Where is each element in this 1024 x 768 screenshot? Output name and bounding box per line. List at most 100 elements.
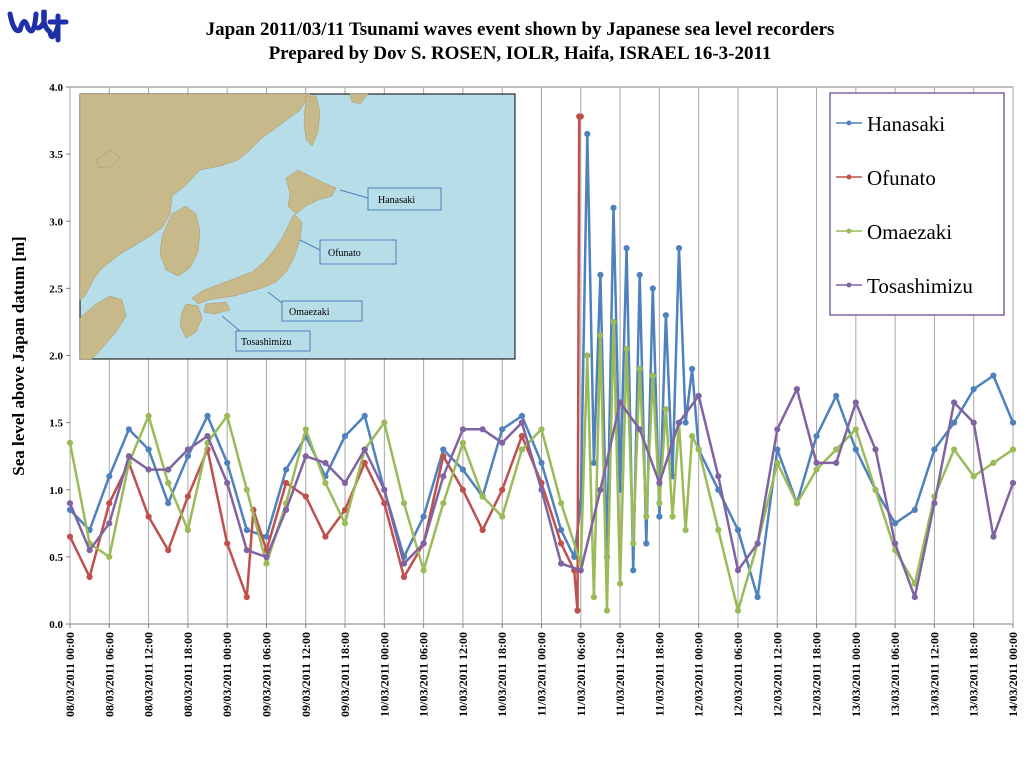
data-point [204, 433, 211, 440]
data-point [872, 446, 879, 453]
data-point [263, 553, 270, 561]
x-tick-label: 13/03/2011 06:00 [888, 632, 902, 717]
data-point [892, 540, 899, 547]
data-point [793, 386, 801, 393]
data-point [440, 500, 447, 507]
data-point [224, 540, 231, 547]
legend-label: Tosashimizu [867, 274, 973, 298]
map-land-korea [159, 205, 201, 277]
x-tick-label: 12/03/2011 18:00 [810, 632, 824, 717]
data-point [106, 500, 113, 507]
data-point [283, 506, 290, 513]
data-point [283, 479, 290, 487]
data-point [499, 486, 506, 493]
x-tick-label: 09/03/2011 06:00 [259, 632, 273, 717]
data-point [518, 446, 526, 453]
data-point [990, 459, 997, 466]
x-axis: 08/03/2011 00:00 08/03/2011 06:00 08/03/20… [63, 624, 1020, 717]
data-point [558, 540, 565, 547]
data-point [675, 245, 683, 252]
data-point [734, 607, 742, 614]
data-point [341, 479, 349, 487]
data-point [1009, 479, 1017, 487]
data-point [734, 567, 742, 574]
data-point [656, 513, 663, 520]
data-point [833, 392, 840, 399]
data-point [813, 433, 820, 440]
data-point [145, 513, 152, 520]
x-tick-label: 08/03/2011 06:00 [102, 632, 116, 717]
data-point [322, 533, 329, 540]
data-point [165, 479, 172, 487]
data-point [662, 312, 670, 319]
data-point [420, 540, 427, 547]
data-point [754, 540, 761, 547]
x-tick-label: 08/03/2011 18:00 [181, 632, 195, 717]
data-point [420, 513, 427, 520]
data-point [165, 500, 172, 507]
data-point [597, 486, 604, 493]
x-tick-label: 14/03/2011 00:00 [1006, 632, 1020, 717]
y-tick-label: 1.0 [49, 485, 63, 497]
data-point [597, 332, 604, 339]
data-point [610, 204, 617, 211]
y-tick-label: 2.0 [49, 351, 63, 363]
data-point [643, 513, 650, 520]
data-point [243, 594, 250, 601]
title-line-1: Japan 2011/03/11 Tsunami waves event sho… [205, 19, 835, 40]
data-point [361, 446, 368, 453]
map-callout-hanasaki [367, 187, 442, 211]
x-tick-label: 12/03/2011 00:00 [692, 632, 706, 717]
series-tosashimizu [66, 386, 1017, 601]
map-leader-hanasaki [339, 189, 369, 199]
data-point [479, 426, 486, 433]
data-point [610, 318, 617, 325]
data-point [970, 386, 977, 393]
data-point [590, 459, 598, 466]
data-point [479, 493, 486, 500]
map-leader-tosashimizu [221, 315, 241, 332]
data-point [538, 426, 545, 433]
data-point [630, 567, 637, 574]
data-point [833, 459, 840, 466]
data-point [302, 493, 309, 500]
data-point [892, 520, 899, 527]
data-point [145, 466, 152, 473]
data-point [649, 285, 656, 292]
data-point [617, 580, 624, 587]
data-point [951, 419, 958, 426]
data-point [584, 130, 591, 138]
series-omaezaki [66, 318, 1017, 614]
data-point [341, 433, 349, 440]
data-point [184, 526, 191, 534]
data-point [577, 567, 584, 574]
map-callout-tosashimizu [235, 330, 311, 352]
data-point [459, 426, 466, 433]
x-tick-label: 11/03/2011 18:00 [652, 632, 666, 716]
data-point [774, 426, 781, 433]
data-point [1009, 446, 1017, 453]
data-point [400, 560, 408, 567]
data-point [440, 446, 447, 453]
data-point [833, 446, 840, 453]
data-point [911, 506, 918, 513]
data-point [774, 459, 781, 466]
map-label-omaezaki: Omaezaki [289, 307, 330, 318]
data-point [558, 500, 565, 507]
data-point [597, 271, 604, 278]
data-point [590, 594, 598, 601]
x-tick-label: 10/03/2011 18:00 [495, 632, 509, 717]
data-point [774, 446, 781, 453]
data-point [184, 446, 191, 453]
x-tick-label: 10/03/2011 06:00 [417, 632, 431, 717]
data-point [66, 533, 74, 540]
map-land-islands [95, 93, 369, 169]
data-point [636, 426, 643, 433]
data-point [715, 473, 722, 480]
x-tick-label: 10/03/2011 00:00 [377, 632, 391, 717]
legend-box [829, 92, 1005, 316]
x-tick-label: 12/03/2011 06:00 [731, 632, 745, 717]
data-point [400, 500, 408, 507]
data-point [558, 560, 565, 567]
legend-swatch-marker [846, 120, 852, 126]
